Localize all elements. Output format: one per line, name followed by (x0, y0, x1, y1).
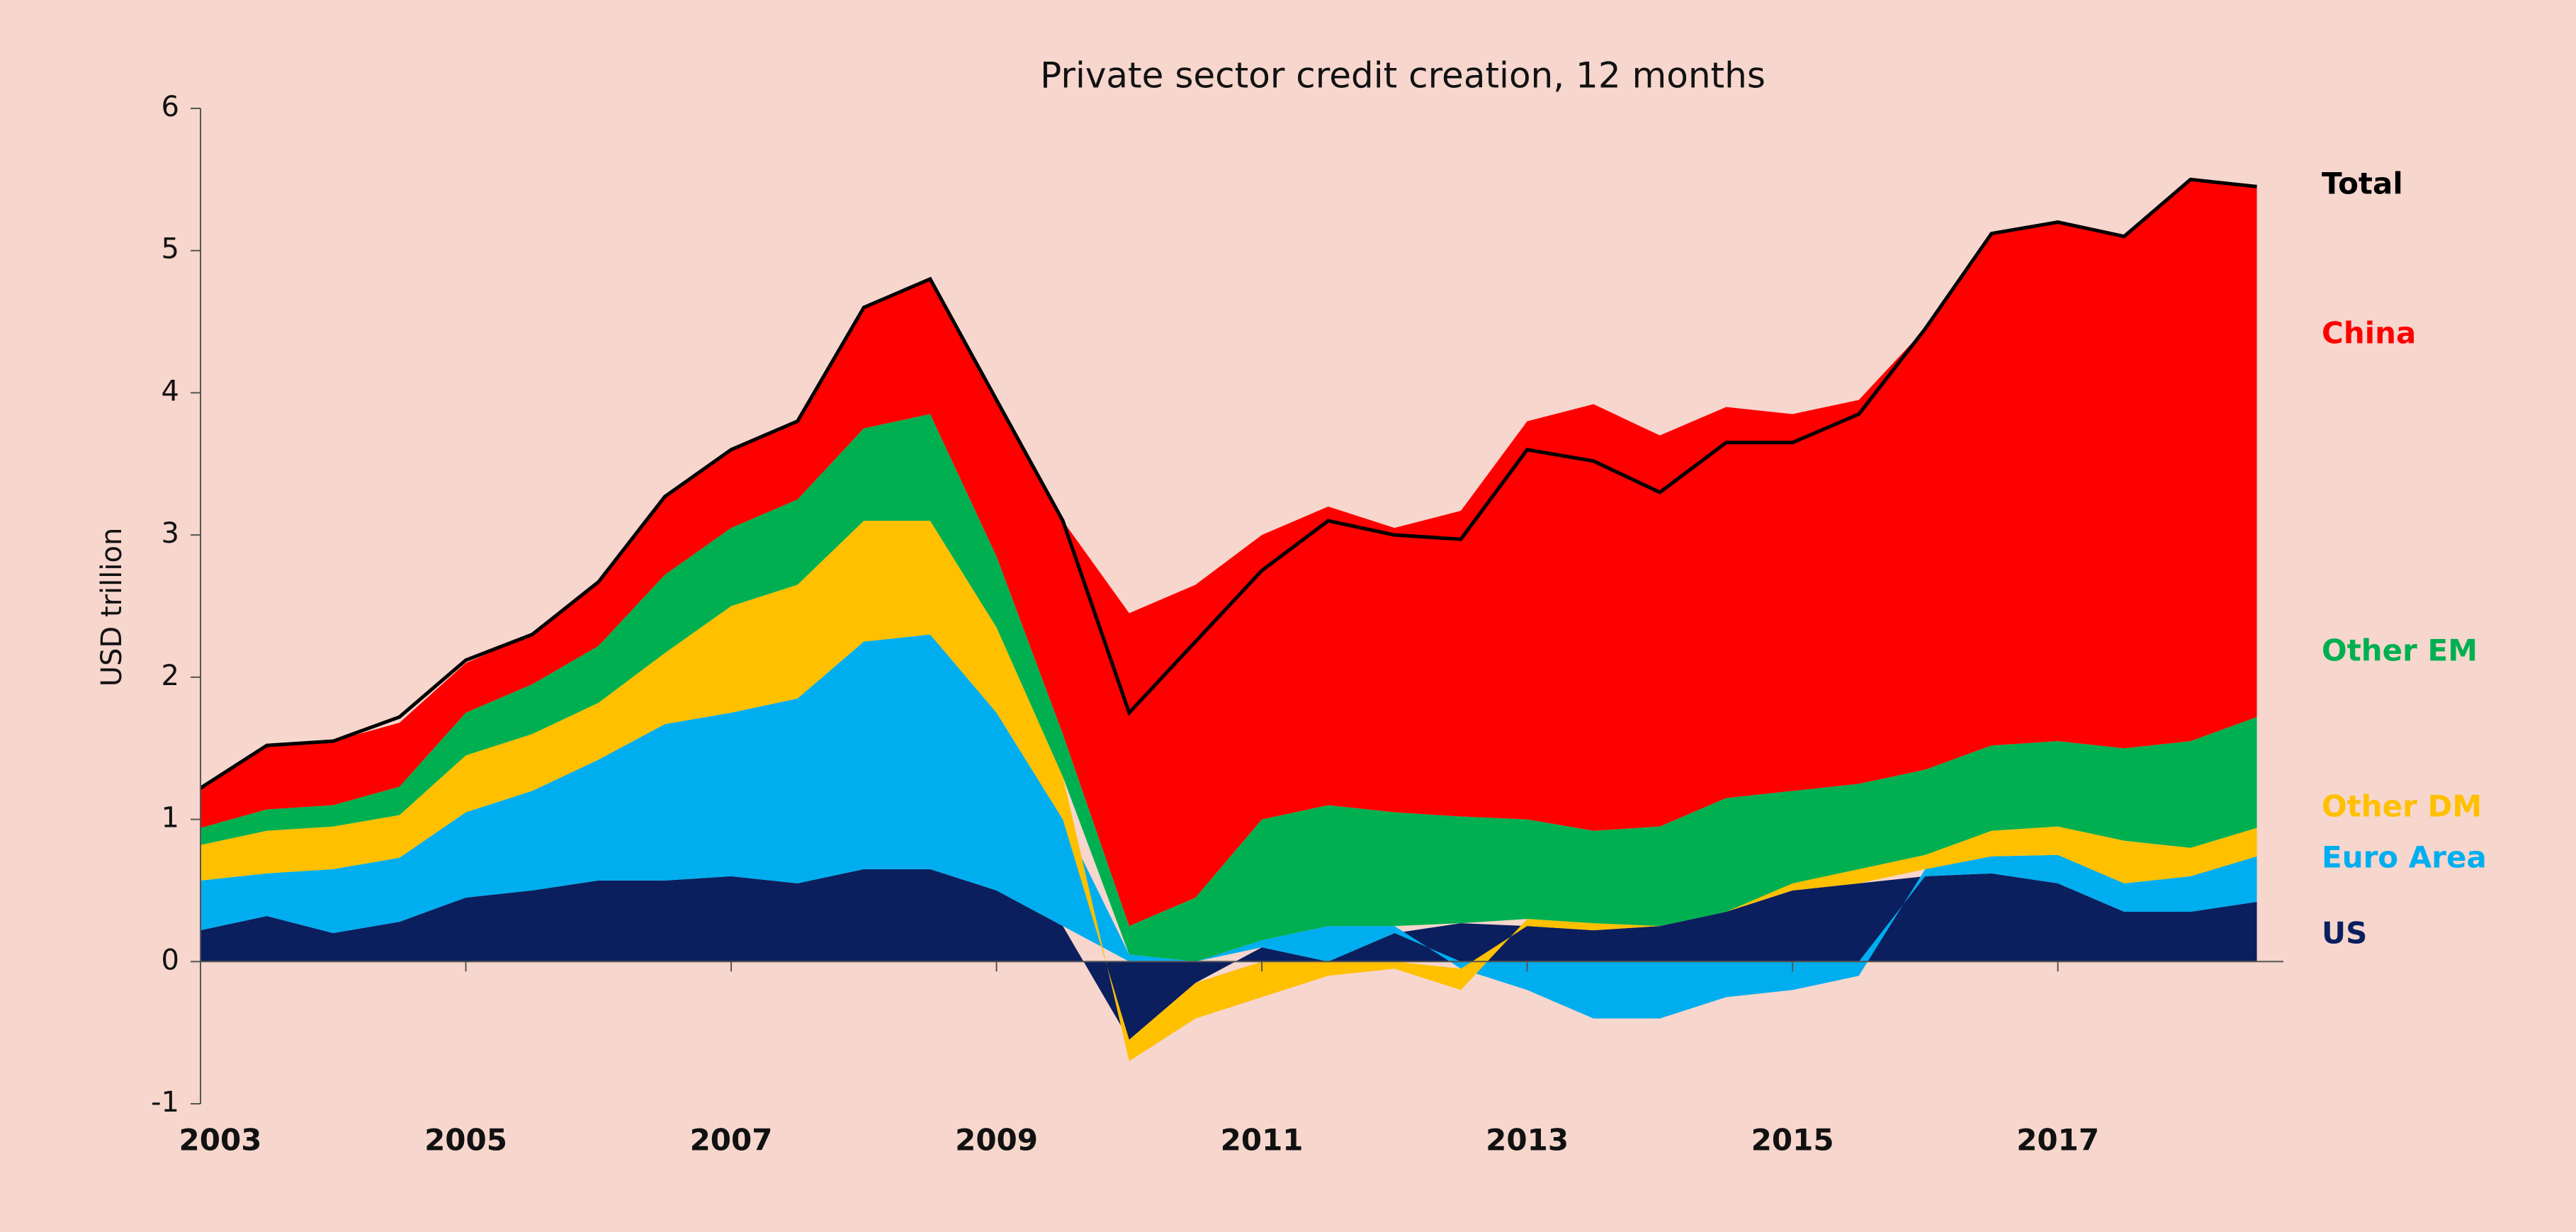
y-axis-label: USD trillion (96, 528, 128, 687)
x-tick-label: 2009 (955, 1123, 1038, 1158)
legend-label: Euro Area (2322, 840, 2487, 875)
area (200, 869, 2257, 1040)
x-tick-label: 2013 (1486, 1123, 1569, 1158)
x-tick-label: 2011 (1221, 1123, 1304, 1158)
y-tick-label: 6 (162, 91, 179, 123)
legend-label: Other DM (2322, 789, 2482, 824)
line (199, 177, 2257, 790)
area (200, 521, 2257, 1061)
y-tick-label: 1 (162, 802, 179, 835)
y-tick-label: 0 (162, 944, 179, 976)
x-tick-label: 2003 (179, 1123, 262, 1158)
legend-label: US (2322, 916, 2367, 951)
x-tick-label: 2005 (424, 1123, 507, 1158)
y-tick-label: 3 (162, 517, 179, 550)
area (200, 414, 2257, 962)
chart-title: Private sector credit creation, 12 month… (1040, 55, 1766, 96)
legend-label: Other EM (2322, 633, 2478, 668)
x-tick-label: 2007 (690, 1123, 773, 1158)
y-tick-label: 5 (162, 233, 179, 266)
area (200, 179, 2257, 927)
y-tick-label: 2 (162, 660, 179, 692)
x-tick-label: 2015 (1751, 1123, 1834, 1158)
x-tick-label: 2017 (2016, 1123, 2099, 1158)
y-tick-label: 4 (162, 375, 179, 407)
area (200, 634, 2257, 1019)
y-tick-label: -1 (151, 1086, 179, 1119)
legend-label: China (2322, 316, 2416, 351)
legend-label: Total (2322, 166, 2403, 201)
